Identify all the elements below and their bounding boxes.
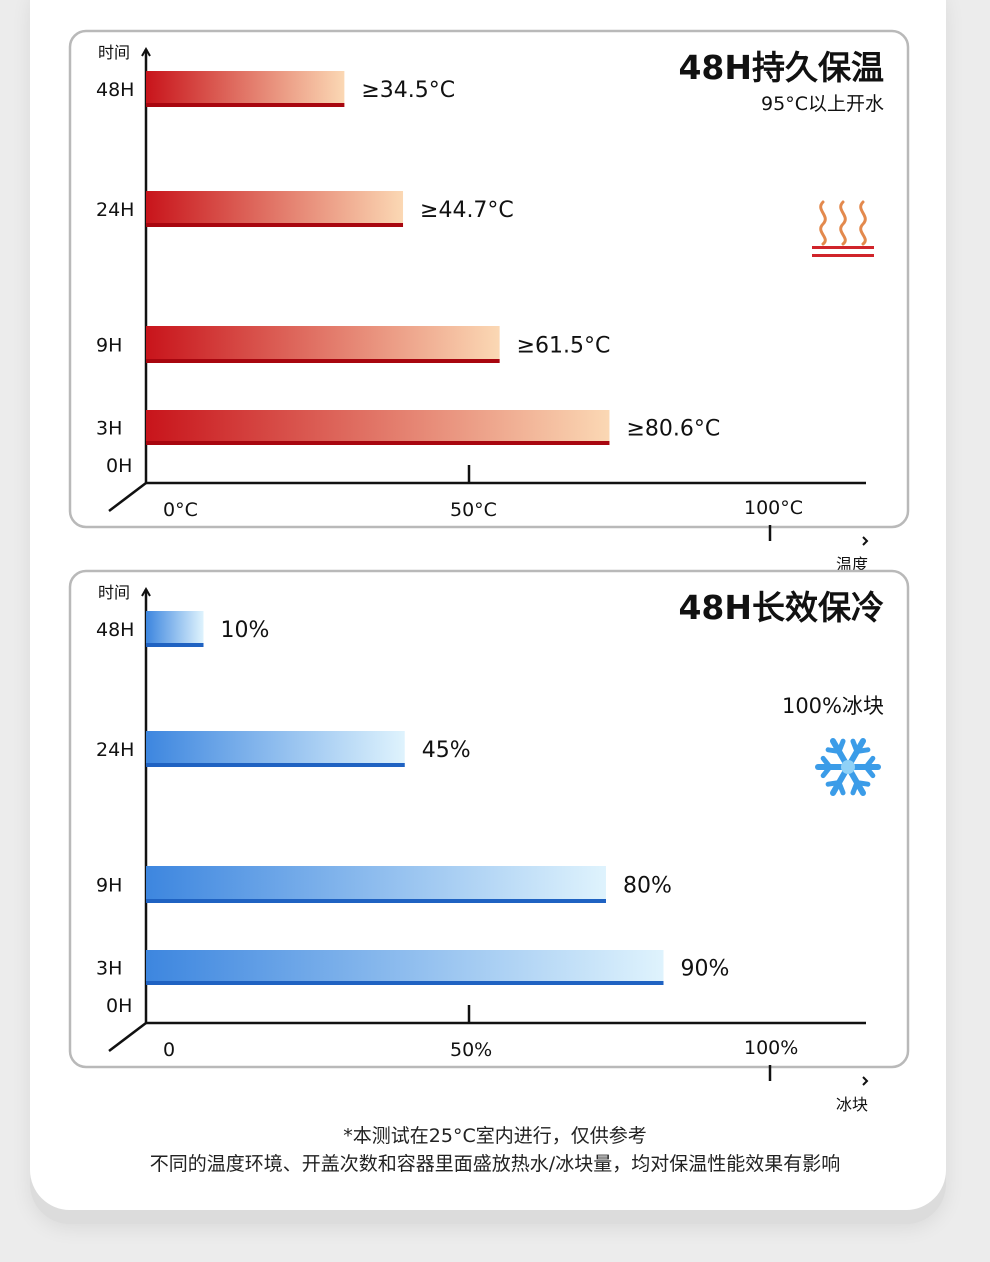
snowflake-branch <box>836 780 846 796</box>
bar <box>146 191 404 227</box>
y-axis-title: 时间 <box>98 583 130 602</box>
data-label: 45% <box>422 738 471 763</box>
y-axis-arrow-icon <box>141 586 151 597</box>
bar-underline <box>146 981 664 985</box>
y-tick-label: 3H <box>96 958 122 980</box>
x-tick-label: 0°C <box>163 499 198 521</box>
bar <box>146 326 500 363</box>
x-axis-depth-line <box>108 482 147 512</box>
x-tick-label: 0 <box>163 1039 175 1061</box>
data-label: ≥44.7°C <box>420 198 514 223</box>
bar <box>146 611 204 647</box>
bar-underline <box>146 441 610 445</box>
bar <box>146 866 606 903</box>
snowflake-branch <box>854 780 871 787</box>
snowflake-icon <box>815 738 881 796</box>
data-label: 80% <box>623 874 672 899</box>
data-label: ≥80.6°C <box>626 417 720 442</box>
x-tick-label: 100% <box>744 1037 798 1059</box>
y-tick-label: 24H <box>96 199 134 221</box>
snowflake-branch <box>820 764 833 779</box>
footnote-line-1: *本测试在25°C室内进行，仅供参考 <box>343 1125 647 1147</box>
chart-title: 48H持久保温 <box>678 48 884 87</box>
y-axis-title: 时间 <box>98 43 130 62</box>
steam-wave <box>819 200 827 246</box>
data-label: 10% <box>221 618 270 643</box>
chart-title: 48H长效保冷 <box>678 588 884 627</box>
snowflake-branch <box>863 755 876 770</box>
y-tick-label: 48H <box>96 619 134 641</box>
bar-underline <box>146 643 204 647</box>
y-axis-arrow-icon <box>141 46 151 57</box>
y-tick-label: 9H <box>96 335 122 357</box>
bar-underline <box>146 899 606 903</box>
steam-wave <box>859 200 867 246</box>
x-axis-title: 冰块 <box>836 1095 868 1114</box>
chart-subtitle: 100%冰块 <box>782 694 884 718</box>
data-label: ≥61.5°C <box>517 334 611 359</box>
bar-underline <box>146 103 345 107</box>
snowflake-branch <box>825 747 842 754</box>
bar <box>146 950 664 985</box>
y-tick-label: 0H <box>106 455 132 477</box>
y-tick-label: 24H <box>96 739 134 761</box>
snowflake-branch <box>850 738 860 754</box>
data-label: 90% <box>681 957 730 982</box>
x-tick-label: 50°C <box>450 499 497 521</box>
bar-underline <box>146 359 500 363</box>
panel-frame <box>68 29 910 529</box>
y-tick-label: 9H <box>96 875 122 897</box>
y-tick-label: 48H <box>96 79 134 101</box>
x-axis-arrow-icon <box>862 536 869 546</box>
heat-line <box>812 246 874 249</box>
steam-heat-icon <box>812 200 874 257</box>
bar <box>146 410 610 445</box>
bar-underline <box>146 763 405 767</box>
data-label: ≥34.5°C <box>361 78 455 103</box>
bar <box>146 731 405 767</box>
steam-wave <box>839 200 847 246</box>
snowflake-center <box>841 760 855 774</box>
footnote-line-2: 不同的温度环境、开盖次数和容器里面盛放热水/冰块量，均对保温性能效果有影响 <box>149 1153 841 1175</box>
x-tick-label: 50% <box>450 1039 492 1061</box>
chart-subtitle: 95°C以上开水 <box>761 93 884 115</box>
x-axis-depth-line <box>108 1022 147 1052</box>
y-tick-label: 0H <box>106 995 132 1017</box>
x-axis-arrow-icon <box>862 1076 869 1086</box>
bar-underline <box>146 223 404 227</box>
panel-frame <box>68 569 910 1069</box>
x-tick-label: 100°C <box>744 497 803 519</box>
x-axis-title: 温度 <box>836 555 868 574</box>
heat-line <box>812 254 874 257</box>
bar <box>146 71 345 107</box>
y-tick-label: 3H <box>96 418 122 440</box>
